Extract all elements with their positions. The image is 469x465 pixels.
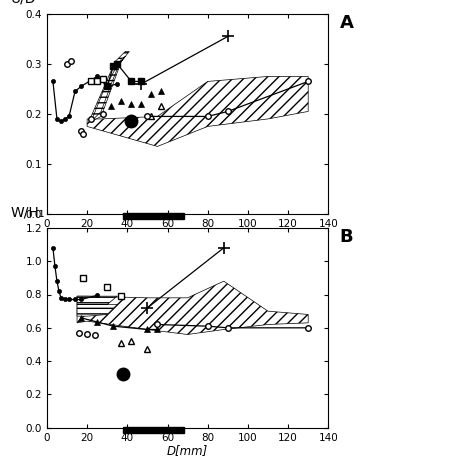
Text: W/H₁: W/H₁ xyxy=(10,206,45,220)
Text: B: B xyxy=(340,228,353,246)
X-axis label: D[mm]: D[mm] xyxy=(167,444,208,457)
Polygon shape xyxy=(77,296,117,316)
Polygon shape xyxy=(87,76,308,146)
Text: U/D: U/D xyxy=(10,0,36,6)
Polygon shape xyxy=(91,52,129,121)
Bar xyxy=(123,427,183,433)
Text: A: A xyxy=(340,14,354,32)
Polygon shape xyxy=(77,281,308,334)
Bar xyxy=(123,213,183,219)
X-axis label: D[mm]: D[mm] xyxy=(167,230,208,243)
